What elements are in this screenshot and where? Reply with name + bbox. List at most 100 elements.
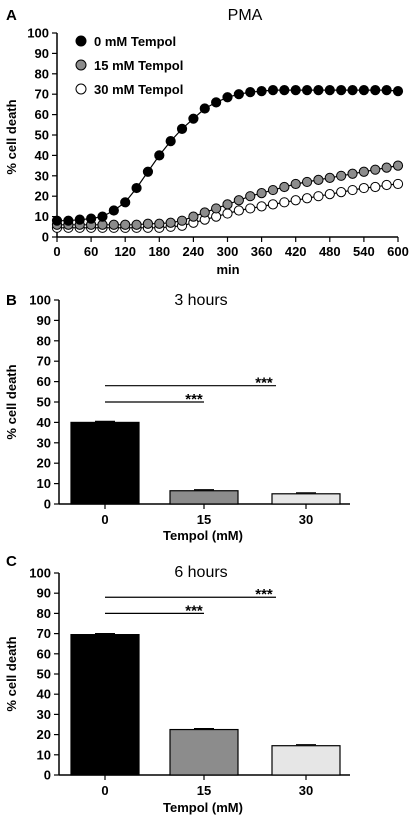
significance-label: ***: [255, 375, 273, 392]
data-point: [233, 205, 244, 216]
panel-a-x-tick-label: 360: [251, 244, 273, 259]
data-point: [199, 207, 210, 218]
data-point: [120, 197, 131, 208]
data-point: [188, 113, 199, 124]
data-point: [199, 103, 210, 114]
panel-a-y-tick-label: 50: [35, 128, 49, 143]
data-point: [63, 215, 74, 226]
panel-c: C 6 hours 0 10 20 30 40 50 60 70 80 90 100 0 15 30 *…: [4, 553, 350, 815]
data-point: [290, 85, 301, 96]
panel-b-letter: B: [6, 292, 17, 309]
panel-a-y-tick-label: 90: [35, 46, 49, 61]
data-point: [279, 181, 290, 193]
panel-a-x-tick-label: 420: [285, 244, 307, 259]
bar: [169, 728, 239, 776]
y-tick-label: 0: [44, 768, 51, 783]
panel-a-y-tick-label: 10: [35, 209, 49, 224]
data-point: [313, 191, 324, 202]
data-point: [131, 182, 142, 194]
panel-b-title: 3 hours: [174, 292, 227, 309]
data-point: [267, 184, 279, 196]
significance-label: ***: [185, 391, 203, 408]
panel-b-y-label: % cell death: [4, 364, 19, 439]
x-tick-label: 0: [101, 783, 108, 798]
y-tick-label: 50: [37, 667, 51, 682]
panel-a-legend: 0 mM Tempol 15 mM Tempol 30 mM Tempol: [75, 34, 183, 97]
x-tick-label: 30: [299, 783, 313, 798]
data-point: [245, 87, 256, 98]
y-tick-label: 60: [37, 374, 51, 389]
y-tick-label: 40: [37, 687, 51, 702]
data-point: [290, 195, 301, 206]
panel-a-letter: A: [6, 7, 17, 24]
data-point: [154, 150, 165, 161]
data-point: [370, 181, 381, 193]
panel-a-y-tick-label: 30: [35, 168, 49, 183]
data-point: [313, 85, 324, 96]
data-point: [336, 85, 347, 96]
data-point: [370, 85, 381, 96]
significance-label: ***: [255, 586, 273, 603]
panel-a-x-tick-label: 120: [114, 244, 136, 259]
y-tick-label: 60: [37, 646, 51, 661]
data-point: [176, 215, 188, 226]
data-point: [108, 205, 119, 216]
data-point: [222, 199, 233, 210]
data-point: [108, 219, 119, 230]
data-point: [381, 85, 392, 96]
y-tick-label: 100: [29, 293, 51, 308]
data-point: [279, 197, 290, 208]
data-point: [358, 85, 369, 96]
panel-c-letter: C: [6, 553, 17, 570]
legend-label-15-mm: 15 mM Tempol: [94, 58, 183, 73]
legend-marker-0-mm: [75, 35, 87, 47]
y-tick-label: 10: [37, 476, 51, 491]
data-point: [347, 168, 358, 179]
y-tick-label: 90: [37, 586, 51, 601]
data-point: [324, 85, 335, 96]
panel-a-x-tick-label: 60: [84, 244, 98, 259]
data-point: [336, 170, 347, 181]
y-tick-label: 20: [37, 727, 51, 742]
data-point: [142, 166, 154, 177]
panel-a-x-label: min: [216, 262, 239, 277]
data-point: [324, 172, 335, 183]
y-tick-label: 30: [37, 707, 51, 722]
data-point: [188, 211, 199, 222]
bar: [271, 745, 341, 776]
panel-a: A PMA 0 10 20 30 40 50 60 70 80 90 100 0 60 120 180 24…: [4, 7, 409, 277]
data-point: [347, 184, 358, 196]
y-tick-label: 20: [37, 456, 51, 471]
panel-a-x-tick-label: 480: [319, 244, 341, 259]
panel-a-y-tick-label: 40: [35, 148, 49, 163]
legend-marker-30-mm: [75, 83, 87, 95]
data-point: [120, 219, 131, 230]
data-point: [51, 215, 63, 226]
panel-a-title: PMA: [228, 7, 263, 24]
data-point: [256, 201, 267, 212]
panel-a-x-tick-label: 0: [53, 244, 60, 259]
panel-a-x-tick-label: 600: [387, 244, 409, 259]
data-point: [233, 89, 244, 100]
data-point: [347, 85, 358, 96]
data-point: [256, 86, 267, 97]
data-point: [324, 189, 335, 200]
data-point: [301, 176, 313, 188]
y-tick-label: 80: [37, 606, 51, 621]
data-point: [245, 191, 256, 202]
data-point: [256, 188, 267, 199]
data-point: [301, 85, 313, 96]
data-point: [222, 92, 233, 103]
y-tick-label: 30: [37, 435, 51, 450]
panel-a-x-tick-label: 180: [148, 244, 170, 259]
data-point: [381, 162, 392, 173]
panel-c-x-label: Tempol (mM): [163, 800, 243, 815]
legend-marker-15-mm: [75, 59, 87, 71]
panel-a-y-tick-label: 0: [42, 230, 49, 245]
data-point: [154, 218, 165, 229]
panel-c-title: 6 hours: [174, 564, 227, 581]
significance-label: ***: [185, 602, 203, 619]
data-point: [370, 164, 381, 175]
bar: [271, 493, 341, 505]
